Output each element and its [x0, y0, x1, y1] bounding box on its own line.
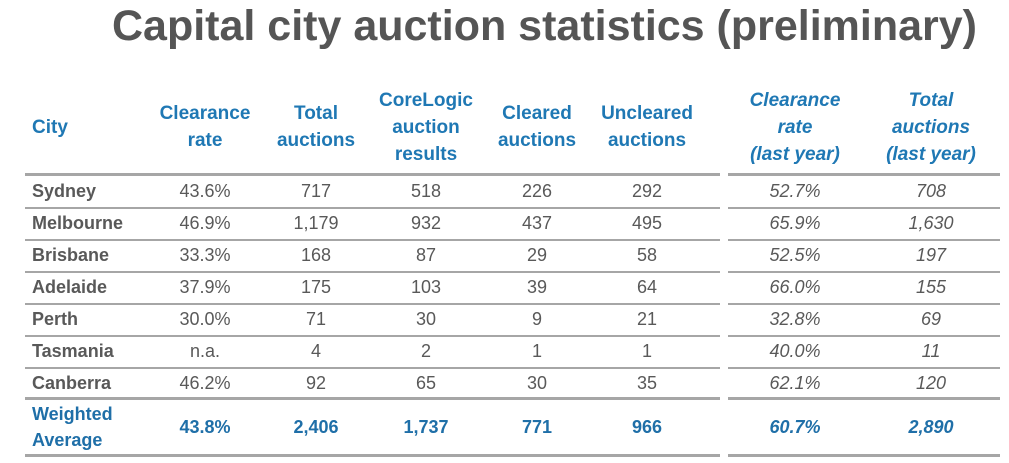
row-rule: [728, 271, 1000, 273]
table-cell: Perth: [32, 309, 79, 329]
column-header: Total auctions (last year): [886, 89, 976, 165]
footer-cell: 1,737: [403, 417, 449, 437]
row-rule: [25, 173, 720, 176]
table-cell: 1,179: [293, 213, 339, 233]
footer-cell: 43.8%: [179, 417, 231, 437]
table-cell: Brisbane: [32, 245, 110, 265]
table-cell: 43.6%: [179, 181, 231, 201]
table-cell: 46.2%: [179, 373, 231, 393]
table-cell: 175: [300, 277, 332, 297]
column-header: Clearance rate: [159, 103, 251, 151]
table-cell: 197: [915, 245, 947, 265]
table-cell: 52.7%: [769, 181, 821, 201]
table-cell: 708: [915, 181, 947, 201]
table-cell: 168: [300, 245, 332, 265]
row-rule: [25, 207, 720, 209]
table-cell: n.a.: [189, 341, 221, 361]
table-cell: 4: [310, 341, 321, 361]
table-cell: 226: [521, 181, 553, 201]
table-cell: 32.8%: [769, 309, 821, 329]
table-cell: 1: [531, 341, 542, 361]
row-rule: [25, 335, 720, 337]
footer-cell: 2,890: [908, 417, 954, 437]
footer-cell: Weighted Average: [32, 404, 113, 450]
table-cell: 40.0%: [769, 341, 821, 361]
title: Capital city auction statistics (prelimi…: [111, 2, 978, 50]
table-cell: Melbourne: [32, 213, 124, 233]
table-cell: Adelaide: [32, 277, 108, 297]
table-cell: 1: [641, 341, 652, 361]
table-cell: 1,630: [908, 213, 954, 233]
row-rule: [728, 303, 1000, 305]
table-cell: 52.5%: [769, 245, 821, 265]
table-cell: 21: [636, 309, 658, 329]
column-header: Total auctions: [276, 103, 356, 151]
table-cell: 292: [631, 181, 663, 201]
table-cell: 46.9%: [179, 213, 231, 233]
row-rule: [25, 367, 720, 369]
row-rule: [728, 207, 1000, 209]
table-cell: 495: [631, 213, 663, 233]
table-cell: 103: [410, 277, 442, 297]
table-cell: 9: [531, 309, 542, 329]
row-rule: [25, 397, 720, 400]
table-cell: 437: [521, 213, 553, 233]
table-cell: 62.1%: [769, 373, 821, 393]
table-cell: Canberra: [32, 373, 112, 393]
table-cell: 518: [410, 181, 442, 201]
table-cell: 69: [920, 309, 942, 329]
table-cell: 29: [526, 245, 548, 265]
row-rule: [25, 271, 720, 273]
row-rule: [728, 173, 1000, 176]
table-cell: 30: [415, 309, 437, 329]
table-cell: 87: [415, 245, 437, 265]
table-cell: 37.9%: [179, 277, 231, 297]
column-header: Uncleared auctions: [601, 103, 693, 151]
table-cell: 155: [915, 277, 947, 297]
table-cell: 33.3%: [179, 245, 231, 265]
column-header: CoreLogic auction results: [379, 89, 473, 165]
table-cell: 39: [526, 277, 548, 297]
table-cell: 58: [636, 245, 658, 265]
table-cell: 66.0%: [769, 277, 821, 297]
table-cell: 2: [420, 341, 431, 361]
footer-cell: 60.7%: [769, 417, 821, 437]
table-cell: Sydney: [32, 181, 97, 201]
row-rule: [728, 335, 1000, 337]
row-rule: [25, 303, 720, 305]
footer-cell: 2,406: [293, 417, 339, 437]
table-cell: Tasmania: [32, 341, 114, 361]
table-cell: 65.9%: [769, 213, 821, 233]
row-rule: [25, 239, 720, 241]
table-cell: 932: [410, 213, 442, 233]
row-rule: [728, 454, 1000, 457]
column-header: City: [32, 116, 68, 138]
table-cell: 65: [415, 373, 437, 393]
column-header: Cleared auctions: [497, 103, 577, 151]
table-cell: 120: [915, 373, 947, 393]
table-cell: 71: [305, 309, 327, 329]
table-cell: 35: [636, 373, 658, 393]
footer-cell: 771: [521, 417, 553, 437]
table-cell: 92: [305, 373, 327, 393]
row-rule: [728, 367, 1000, 369]
table-cell: 64: [636, 277, 658, 297]
column-header: Clearance rate (last year): [749, 89, 841, 165]
table-cell: 30.0%: [179, 309, 231, 329]
table-cell: 717: [300, 181, 332, 201]
row-rule: [728, 397, 1000, 400]
table-cell: 11: [921, 341, 941, 361]
table-cell: 30: [526, 373, 548, 393]
footer-cell: 966: [631, 417, 663, 437]
row-rule: [25, 454, 720, 457]
row-rule: [728, 239, 1000, 241]
